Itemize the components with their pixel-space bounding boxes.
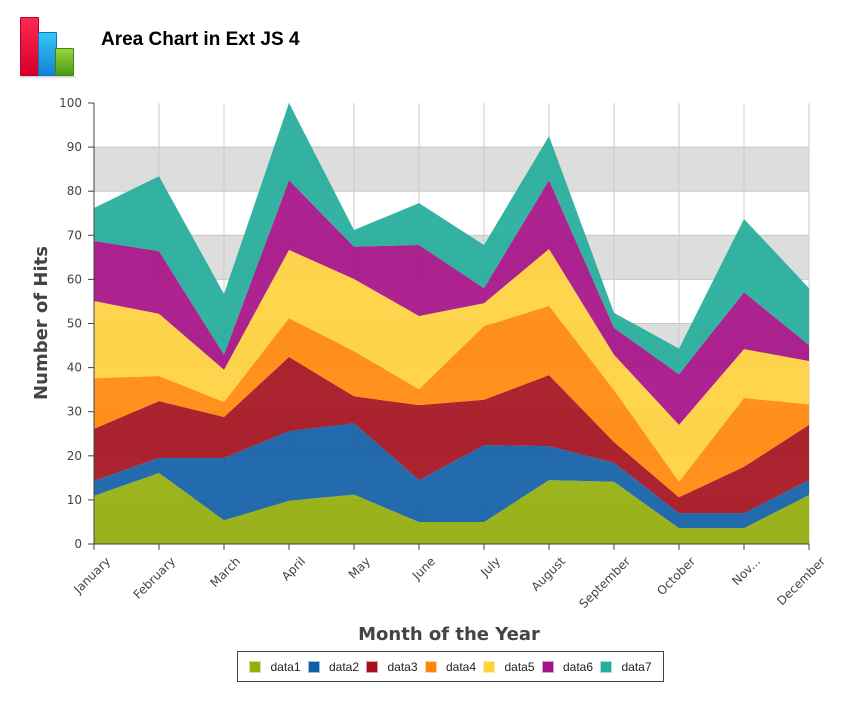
legend-swatch bbox=[600, 660, 613, 673]
y-tick-label: 20 bbox=[67, 449, 82, 463]
area-series-group bbox=[94, 103, 809, 544]
x-tick-label: April bbox=[279, 554, 308, 583]
legend-item-data4[interactable]: data4 bbox=[424, 659, 476, 674]
legend-swatch bbox=[307, 660, 320, 673]
bar-chart-logo-icon bbox=[18, 14, 76, 79]
legend-item-data2[interactable]: data2 bbox=[307, 659, 359, 674]
x-tick-label: Nov... bbox=[729, 554, 763, 588]
area-series-data3[interactable] bbox=[94, 357, 809, 514]
area-series-data2[interactable] bbox=[94, 423, 809, 529]
logo-shadow bbox=[20, 76, 76, 79]
legend-label: data4 bbox=[445, 659, 476, 674]
x-tick-label: October bbox=[654, 554, 698, 598]
y-tick-label: 40 bbox=[67, 361, 82, 375]
y-tick-label: 50 bbox=[67, 317, 82, 331]
area-series-data6[interactable] bbox=[94, 180, 809, 425]
x-tick-label: December bbox=[774, 554, 828, 608]
page-header: Area Chart in Ext JS 4 bbox=[0, 0, 849, 90]
chart-legend: data1 data2 data3 data4 data5 data6 data7 bbox=[237, 651, 664, 682]
legend-item-data1[interactable]: data1 bbox=[249, 659, 301, 674]
legend-swatch bbox=[483, 660, 496, 673]
x-tick-label: July bbox=[477, 554, 503, 580]
area-series-data1[interactable] bbox=[94, 473, 809, 544]
area-series-data7[interactable] bbox=[94, 103, 809, 375]
y-tick-label: 70 bbox=[67, 228, 82, 242]
y-tick-label: 80 bbox=[67, 184, 82, 198]
y-tick-label: 90 bbox=[67, 140, 82, 154]
y-axis-title: Number of Hits bbox=[31, 246, 52, 400]
area-series-data5[interactable] bbox=[94, 249, 809, 482]
y-axis-ticks: 0 10 20 30 40 50 60 70 80 90 100 bbox=[59, 96, 94, 551]
x-tick-label: January bbox=[70, 554, 113, 597]
area-series-data4[interactable] bbox=[94, 305, 809, 498]
x-axis-title: Month of the Year bbox=[358, 624, 540, 645]
y-tick-label: 10 bbox=[67, 493, 82, 507]
legend-label: data3 bbox=[387, 659, 418, 674]
legend-swatch bbox=[366, 660, 379, 673]
x-tick-label: February bbox=[131, 554, 179, 602]
legend-item-data5[interactable]: data5 bbox=[483, 659, 535, 674]
logo-green-bar bbox=[55, 48, 74, 76]
grid-band bbox=[93, 146, 810, 192]
legend-item-data3[interactable]: data3 bbox=[366, 659, 418, 674]
legend-label: data5 bbox=[504, 659, 535, 674]
page-title: Area Chart in Ext JS 4 bbox=[101, 29, 300, 50]
x-axis-ticks: January February March April May June July Augu… bbox=[70, 544, 828, 611]
legend-item-data7[interactable]: data7 bbox=[600, 659, 652, 674]
y-tick-label: 100 bbox=[59, 96, 82, 110]
legend-swatch bbox=[249, 660, 262, 673]
legend-label: data2 bbox=[328, 659, 359, 674]
legend-label: data1 bbox=[270, 659, 301, 674]
legend-item-data6[interactable]: data6 bbox=[541, 659, 593, 674]
x-tick-label: June bbox=[409, 554, 438, 583]
x-tick-label: August bbox=[529, 554, 569, 594]
legend-label: data7 bbox=[621, 659, 652, 674]
legend-swatch bbox=[424, 660, 437, 673]
y-tick-label: 30 bbox=[67, 405, 82, 419]
y-tick-label: 0 bbox=[74, 537, 82, 551]
x-tick-label: March bbox=[207, 554, 243, 590]
y-tick-label: 60 bbox=[67, 272, 82, 286]
legend-swatch bbox=[541, 660, 554, 673]
x-tick-label: September bbox=[576, 554, 633, 611]
x-tick-label: May bbox=[346, 554, 373, 581]
legend-label: data6 bbox=[562, 659, 593, 674]
